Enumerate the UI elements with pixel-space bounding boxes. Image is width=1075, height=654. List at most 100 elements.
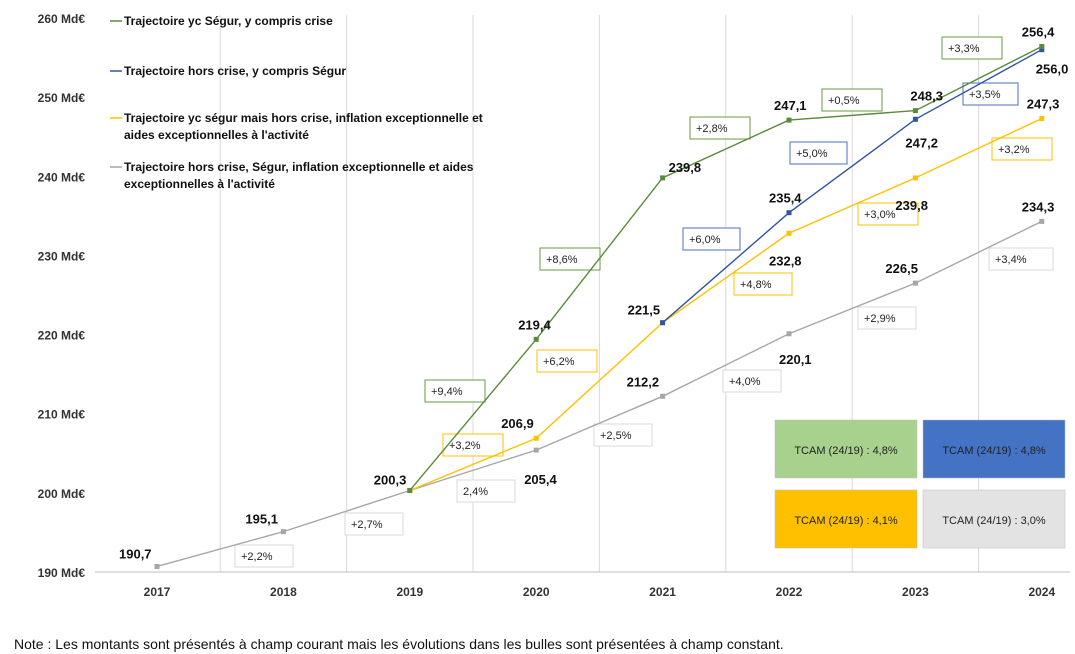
growth-bubble-label: +3,0% (864, 209, 896, 221)
x-tick-label: 2017 (144, 585, 171, 599)
growth-bubble (539, 247, 601, 271)
growth-bubble-label: +2,8% (696, 123, 728, 135)
x-tick-label: 2022 (776, 585, 803, 599)
growth-bubble-label: +9,4% (431, 386, 463, 398)
y-tick-label: 230 Md€ (38, 249, 86, 263)
growth-bubble-label: +3,3% (948, 43, 980, 55)
data-point (912, 280, 918, 286)
growth-bubble-label: +4,8% (740, 279, 772, 291)
legend-label-line: Trajectoire hors crise, Ségur, inflation… (124, 160, 477, 174)
line-chart: 190 Md€ 200 Md€ 210 Md€ 220 Md€ 230 Md€ 240 M… (38, 12, 1070, 599)
growth-bubble (991, 137, 1053, 161)
y-tick-label: 220 Md€ (38, 329, 86, 343)
data-label: 212,2 (627, 374, 660, 389)
growth-bubble (424, 379, 486, 403)
y-tick-label: 260 Md€ (38, 12, 86, 26)
data-point (786, 117, 792, 123)
growth-bubble-label: +5,0% (796, 148, 828, 160)
tcam-label: TCAM (24/19) : 4,8% (794, 445, 898, 457)
x-tick-label: 2020 (523, 585, 550, 599)
growth-bubble-label: +8,6% (546, 254, 578, 266)
y-tick-label: 200 Md€ (38, 487, 86, 501)
growth-bubble-label: +6,2% (543, 356, 575, 368)
data-point (786, 230, 792, 236)
data-point (1039, 218, 1045, 224)
tcam-box (774, 489, 918, 549)
data-label: 235,4 (769, 191, 802, 206)
growth-bubble (789, 141, 848, 165)
data-point (912, 116, 918, 122)
growth-bubble (857, 202, 919, 226)
tcam-label: TCAM (24/19) : 3,0% (942, 515, 1046, 527)
data-point (407, 487, 413, 493)
tcam-label: TCAM (24/19) : 4,8% (942, 445, 1046, 457)
y-tick-label: 240 Md€ (38, 170, 86, 184)
y-tick-label: 210 Md€ (38, 408, 86, 422)
data-point (1039, 43, 1045, 49)
data-label: 234,3 (1022, 199, 1055, 214)
x-tick-label: 2021 (649, 585, 676, 599)
growth-bubble (344, 512, 404, 536)
growth-bubble (682, 227, 741, 251)
data-point (912, 108, 918, 114)
data-label: 232,8 (769, 253, 802, 268)
legend-label: Trajectoire hors crise, Ségur, inflation… (124, 160, 477, 191)
data-label: 248,3 (910, 89, 943, 104)
data-label: 226,5 (885, 261, 918, 276)
data-label: 239,8 (895, 198, 928, 213)
data-point (533, 447, 539, 453)
y-tick-label: 190 Md€ (38, 566, 86, 580)
data-point (660, 320, 666, 326)
data-label: 247,2 (905, 135, 938, 150)
x-tick-label: 2019 (396, 585, 423, 599)
series-line (156, 220, 1043, 568)
series-line (662, 49, 1043, 324)
growth-bubble (442, 433, 504, 457)
growth-bubble-label: +3,2% (449, 440, 481, 452)
growth-bubble (536, 349, 598, 373)
data-point (660, 175, 666, 181)
data-point (912, 175, 918, 181)
x-tick-label: 2024 (1028, 585, 1055, 599)
growth-bubble-label: +2,2% (241, 551, 273, 563)
growth-bubble (941, 36, 1003, 60)
data-point (280, 529, 286, 535)
legend-label-line: aides exceptionnelles à l'activité (124, 128, 309, 142)
growth-bubble-label: +3,2% (998, 144, 1030, 156)
growth-bubble-label: +6,0% (689, 234, 721, 246)
growth-bubble-label: +2,5% (600, 430, 632, 442)
growth-bubble-label: +4,0% (729, 376, 761, 388)
legend-label: Trajectoire yc Ségur, y compris crise (124, 14, 333, 28)
data-point (1039, 116, 1045, 122)
growth-bubble (988, 247, 1054, 271)
x-tick-label: 2023 (902, 585, 929, 599)
growth-bubble (821, 88, 883, 112)
series-line (409, 45, 1043, 491)
legend-label-line: exceptionnelles à l'activité (124, 177, 275, 191)
data-label: 221,5 (628, 303, 661, 318)
growth-bubble (733, 272, 793, 296)
growth-bubble (857, 306, 917, 330)
data-label: 190,7 (119, 546, 152, 561)
growth-bubble-label: +3,5% (969, 89, 1001, 101)
data-point (533, 435, 539, 441)
tcam-box (922, 489, 1066, 549)
data-point (1039, 47, 1045, 53)
legend-label: Trajectoire hors crise, y compris Ségur (124, 64, 346, 78)
data-label: 247,1 (774, 98, 807, 113)
tcam-box (922, 419, 1066, 479)
tcam-label: TCAM (24/19) : 4,1% (794, 515, 898, 527)
data-label: 205,4 (524, 472, 557, 487)
data-label: 200,3 (374, 472, 407, 487)
growth-bubble-label: +2,9% (864, 313, 896, 325)
growth-bubble-label: +2,7% (351, 519, 383, 531)
data-label: 195,1 (245, 512, 278, 527)
y-tick-label: 250 Md€ (38, 91, 86, 105)
data-label: 239,8 (669, 160, 702, 175)
data-label: 219,4 (518, 317, 551, 332)
growth-bubble-label: +3,4% (995, 254, 1027, 266)
data-point (786, 210, 792, 216)
growth-bubble-label: +0,5% (828, 95, 860, 107)
data-label: 247,3 (1027, 97, 1060, 112)
series-line (409, 117, 1043, 492)
